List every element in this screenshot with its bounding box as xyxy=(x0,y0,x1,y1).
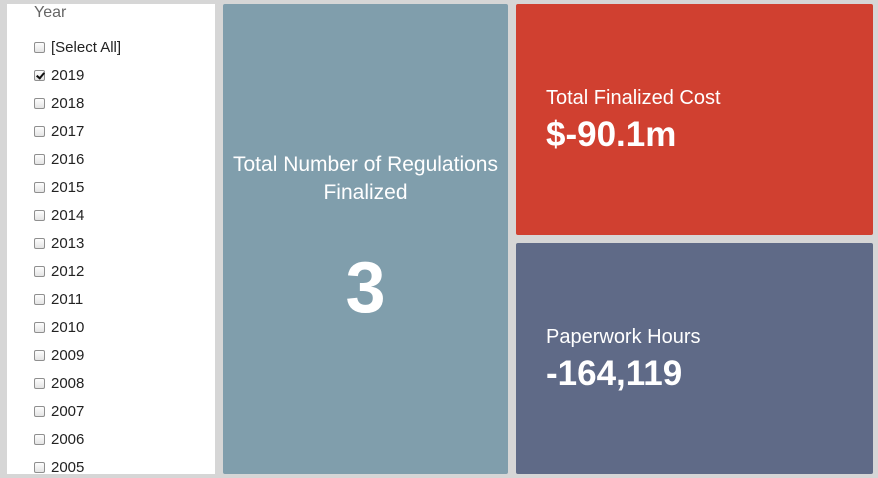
total-finalized-cost-value: $-90.1m xyxy=(546,115,677,154)
year-filter-item[interactable]: 2005 xyxy=(34,453,121,474)
year-filter-item[interactable]: 2017 xyxy=(34,117,121,145)
year-filter-item[interactable]: 2015 xyxy=(34,173,121,201)
paperwork-hours-tile: Paperwork Hours -164,119 xyxy=(516,243,873,474)
year-checkbox[interactable] xyxy=(34,153,45,165)
year-checkbox[interactable] xyxy=(34,69,45,81)
year-checkbox[interactable] xyxy=(34,405,45,417)
year-filter-list: [Select All] 2019 2018 2017 2016 2015 2014 2013… xyxy=(34,33,121,474)
paperwork-hours-value: -164,119 xyxy=(546,354,683,393)
year-filter-item-label: 2013 xyxy=(51,234,85,252)
year-filter-item-label: 2017 xyxy=(51,122,85,140)
year-checkbox[interactable] xyxy=(34,237,45,249)
year-filter-panel: Year [Select All] 2019 2018 2017 2016 2015 201… xyxy=(7,4,215,474)
year-filter-item[interactable]: [Select All] xyxy=(34,33,121,61)
total-regulations-label: Total Number of Regulations Finalized xyxy=(233,153,498,204)
year-filter-item-label: 2015 xyxy=(51,178,85,196)
total-finalized-cost-tile: Total Finalized Cost $-90.1m xyxy=(516,4,873,235)
year-checkbox[interactable] xyxy=(34,433,45,445)
year-checkbox[interactable] xyxy=(34,293,45,305)
year-filter-item[interactable]: 2016 xyxy=(34,145,121,173)
year-filter-item[interactable]: 2014 xyxy=(34,201,121,229)
year-checkbox[interactable] xyxy=(34,41,45,53)
year-filter-item-label: 2007 xyxy=(51,402,85,420)
total-regulations-value: 3 xyxy=(345,248,386,328)
year-filter-item[interactable]: 2008 xyxy=(34,369,121,397)
year-checkbox[interactable] xyxy=(34,349,45,361)
year-checkbox[interactable] xyxy=(34,265,45,277)
total-regulations-tile: Total Number of Regulations Finalized 3 xyxy=(223,4,508,474)
year-filter-title: Year xyxy=(34,4,67,21)
year-checkbox[interactable] xyxy=(34,461,45,473)
year-filter-item-label: 2016 xyxy=(51,150,85,168)
year-filter-item-label: 2005 xyxy=(51,458,85,475)
year-checkbox[interactable] xyxy=(34,97,45,109)
total-finalized-cost-label: Total Finalized Cost xyxy=(546,87,721,109)
year-checkbox[interactable] xyxy=(34,209,45,221)
year-filter-item-label: [Select All] xyxy=(51,38,122,56)
year-filter-item[interactable]: 2013 xyxy=(34,229,121,257)
year-checkbox[interactable] xyxy=(34,377,45,389)
year-filter-item[interactable]: 2010 xyxy=(34,313,121,341)
year-filter-item-label: 2008 xyxy=(51,374,85,392)
year-filter-item-label: 2012 xyxy=(51,262,85,280)
year-filter-item-label: 2019 xyxy=(51,66,85,84)
year-checkbox[interactable] xyxy=(34,125,45,137)
year-filter-item[interactable]: 2007 xyxy=(34,397,121,425)
year-filter-item[interactable]: 2012 xyxy=(34,257,121,285)
year-filter-item-label: 2014 xyxy=(51,206,85,224)
year-filter-item[interactable]: 2009 xyxy=(34,341,121,369)
paperwork-hours-label: Paperwork Hours xyxy=(546,326,701,348)
year-filter-item[interactable]: 2011 xyxy=(34,285,121,313)
year-filter-item[interactable]: 2006 xyxy=(34,425,121,453)
year-filter-item[interactable]: 2018 xyxy=(34,89,121,117)
year-filter-item-label: 2006 xyxy=(51,430,85,448)
year-filter-item-label: 2011 xyxy=(51,290,84,308)
year-checkbox[interactable] xyxy=(34,181,45,193)
year-filter-item-label: 2018 xyxy=(51,94,85,112)
year-filter-item-label: 2010 xyxy=(51,318,85,336)
year-filter-item-label: 2009 xyxy=(51,346,85,364)
year-filter-item[interactable]: 2019 xyxy=(34,61,121,89)
year-checkbox[interactable] xyxy=(34,321,45,333)
